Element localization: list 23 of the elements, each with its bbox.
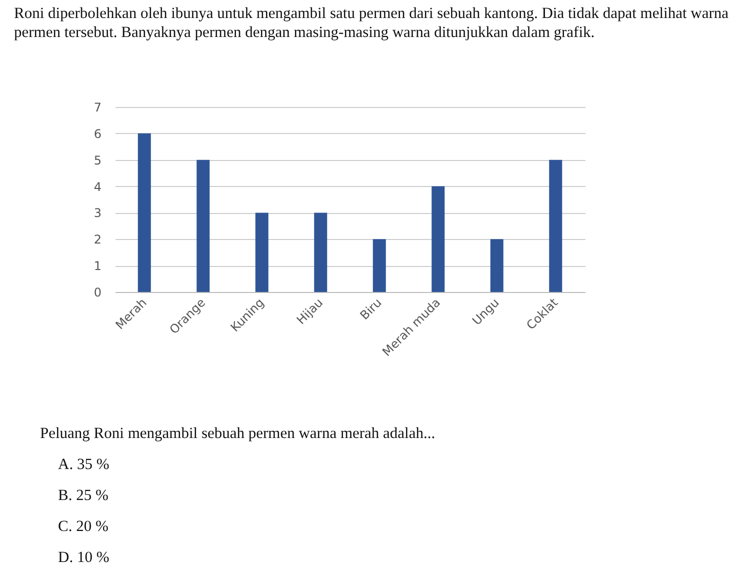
text: D. 10 % xyxy=(58,549,110,567)
y-tick-label: 3 xyxy=(94,206,102,220)
y-tick-label: 1 xyxy=(94,259,102,274)
y-tick-label: 5 xyxy=(94,153,102,168)
bar xyxy=(138,133,151,292)
chart-title: Roni diperbolehkan oleh ibunya untuk mengambil satu permen dari sebuah kantong. Dia tidak dapat melihat warna permen tersebut. Banyaknya permen dengan masing-masing warna ditunjukkan dalam grafik. xyxy=(14,4,729,42)
bar xyxy=(196,160,210,292)
text: Peluang Roni mengambil sebuah permen warna merah adalah... xyxy=(40,425,436,443)
x-tick-label: Biru xyxy=(357,296,384,322)
bar xyxy=(372,239,386,292)
bar xyxy=(549,160,562,292)
y-tick-label: 4 xyxy=(94,180,102,194)
y-tick-label: 6 xyxy=(94,126,102,141)
text: A. 35 % xyxy=(58,456,110,474)
y-tick-label: 2 xyxy=(94,232,102,247)
bar xyxy=(490,239,504,292)
text: B. 25 % xyxy=(58,487,110,505)
text: C. 20 % xyxy=(58,518,110,536)
bar xyxy=(255,212,268,292)
bar xyxy=(314,212,328,292)
y-tick-label: 7 xyxy=(94,100,102,114)
y-tick-label: 0 xyxy=(94,286,102,300)
bar xyxy=(432,186,445,292)
